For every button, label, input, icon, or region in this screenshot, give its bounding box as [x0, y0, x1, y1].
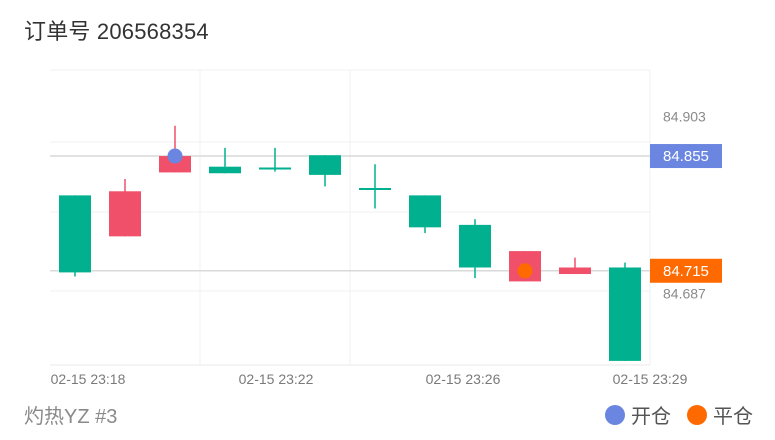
x-tick-label: 02-15 23:26: [426, 371, 501, 387]
x-tick-label: 02-15 23:18: [51, 371, 126, 387]
candle-body: [159, 156, 191, 173]
y-axis: 84.903 84.687 84.855 84.715: [650, 109, 722, 302]
price-badge-label: 84.855: [663, 148, 709, 165]
candle-body: [309, 155, 341, 175]
candle-body: [209, 166, 241, 174]
y-tick-label: 84.903: [663, 109, 706, 125]
reference-lines: [50, 155, 650, 272]
legend-item-close[interactable]: 平仓: [687, 400, 753, 429]
page-title: 订单号 206568354: [24, 19, 209, 44]
chart-grid: [50, 69, 651, 366]
x-tick-label: 02-15 23:22: [239, 371, 314, 387]
x-tick-label: 02-15 23:29: [613, 371, 688, 387]
trade-marker: [167, 148, 183, 164]
price-badge: [650, 258, 722, 283]
trade-markers: [167, 148, 533, 279]
trade-marker: [517, 263, 533, 279]
price-badge: [650, 144, 722, 169]
x-axis: 02-15 23:18 02-15 23:22 02-15 23:26 02-15 2…: [51, 371, 688, 387]
account-label: 灼热YZ #3: [24, 406, 118, 428]
candle-body: [109, 191, 141, 237]
legend-open-label: 开仓: [631, 406, 671, 428]
legend-item-open[interactable]: 开仓: [605, 400, 671, 429]
candle-body: [409, 195, 441, 228]
legend-open-dot: [605, 404, 625, 425]
price-badge-label: 84.715: [663, 263, 709, 280]
y-tick-label: 84.687: [663, 286, 706, 302]
legend-close-label: 平仓: [713, 406, 753, 428]
candle-body: [359, 188, 391, 190]
legend-close-dot: [687, 404, 707, 425]
candle-body: [459, 224, 491, 268]
candle-body: [609, 267, 641, 361]
legend: 开仓 平仓: [605, 400, 753, 429]
candle-body: [559, 267, 591, 275]
candle-body: [59, 195, 91, 273]
candle-body: [259, 167, 291, 170]
